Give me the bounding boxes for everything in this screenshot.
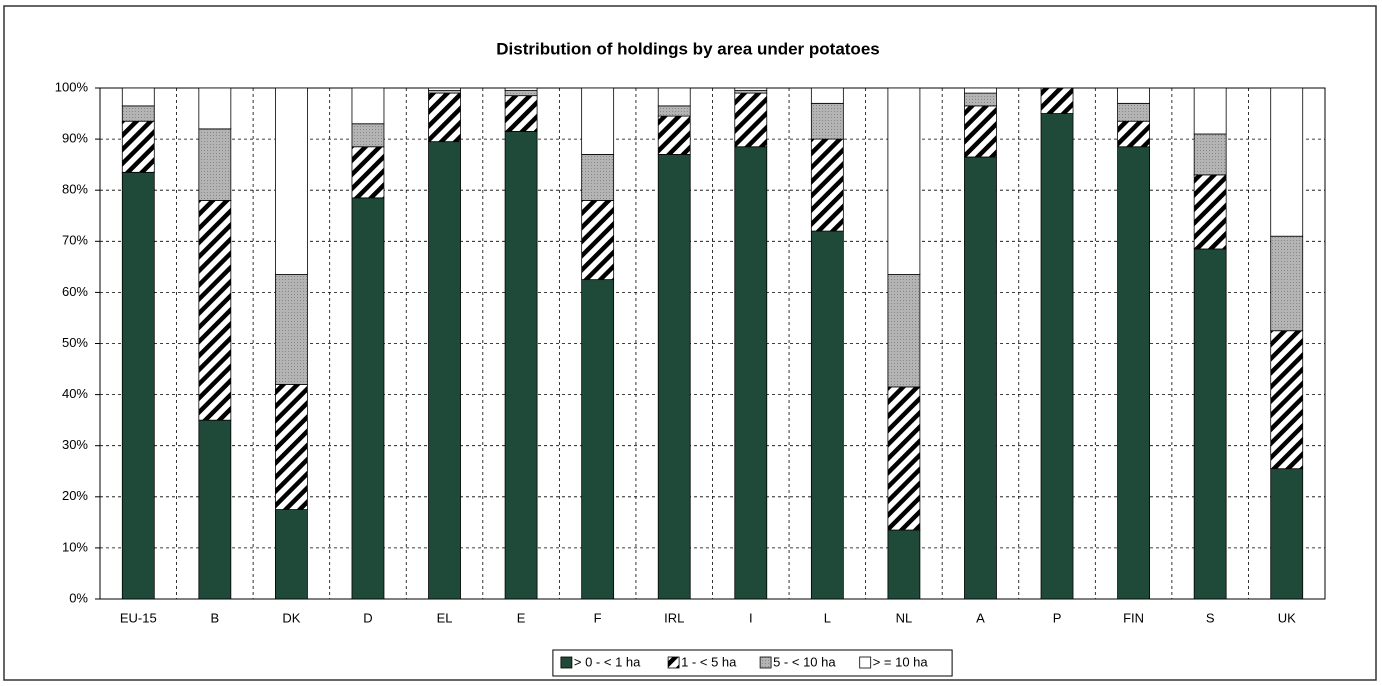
bar-segment <box>121 87 155 107</box>
bar-segment <box>1117 102 1150 122</box>
bar-segment <box>351 87 385 125</box>
bar-segment <box>734 92 768 148</box>
bar-segment <box>275 87 308 275</box>
bar-segment <box>275 509 308 600</box>
bar-segment <box>1117 146 1150 600</box>
bar-segment <box>275 274 308 385</box>
bar-segment <box>351 197 385 600</box>
x-tick-label: F <box>594 610 602 625</box>
bar-segment <box>810 87 844 104</box>
bar-segment <box>1270 235 1304 332</box>
bar-segment <box>1193 87 1227 135</box>
x-tick-label: B <box>211 610 220 625</box>
legend-label: > = 10 ha <box>873 654 929 669</box>
bar-segment <box>734 87 768 91</box>
x-tick-label: NL <box>896 610 913 625</box>
bar-segment <box>198 128 232 201</box>
bar-segment <box>1193 248 1227 600</box>
bar-segment <box>428 92 461 143</box>
bar-segment <box>504 131 538 600</box>
bar-segment <box>887 87 921 275</box>
y-tick-label: 60% <box>62 284 88 299</box>
bar-segment <box>887 386 921 531</box>
bar-segment <box>198 419 232 600</box>
bar-segment <box>581 200 615 281</box>
y-tick-label: 100% <box>55 79 89 94</box>
bar-segment <box>1040 113 1074 600</box>
x-tick-label: A <box>976 610 985 625</box>
legend-swatch <box>560 656 573 669</box>
x-tick-label: S <box>1206 610 1215 625</box>
bar-segment <box>1193 133 1227 176</box>
legend-swatch <box>859 656 872 669</box>
legend-swatch <box>667 656 680 669</box>
x-tick-label: EL <box>437 610 453 625</box>
bar-segment <box>964 87 997 94</box>
legend-label: > 0 - < 1 ha <box>574 654 641 669</box>
bar-segment <box>964 105 997 158</box>
x-tick-label: DK <box>282 610 300 625</box>
bar-segment <box>887 274 921 388</box>
bar-segment <box>657 105 691 117</box>
bar-segment <box>887 529 921 600</box>
y-tick-label: 90% <box>62 131 88 146</box>
bar-segment <box>581 87 615 155</box>
bar-segment <box>351 123 385 148</box>
bar-segment <box>428 141 461 600</box>
bar-segment <box>121 105 155 122</box>
y-tick-label: 0% <box>69 590 88 605</box>
bar-segment <box>504 95 538 132</box>
bar-segment <box>121 171 155 600</box>
bar-segment <box>810 138 844 232</box>
bar-segment <box>1193 174 1227 250</box>
x-tick-label: I <box>749 610 753 625</box>
x-tick-label: FIN <box>1123 610 1144 625</box>
legend-box <box>552 649 953 677</box>
y-tick-label: 10% <box>62 539 88 554</box>
y-tick-label: 40% <box>62 386 88 401</box>
bar-segment <box>581 279 615 600</box>
bar-segment <box>810 230 844 600</box>
bar-segment <box>657 154 691 600</box>
bar-segment <box>657 87 691 107</box>
legend-label: 1 - < 5 ha <box>681 654 737 669</box>
bar-segment <box>1117 87 1150 104</box>
bar-segment <box>351 146 385 199</box>
y-tick-label: 70% <box>62 233 88 248</box>
legend-swatch <box>759 656 772 669</box>
legend-label: 5 - < 10 ha <box>773 654 836 669</box>
bar-segment <box>581 154 615 201</box>
bar-segment <box>504 87 538 91</box>
x-tick-label: D <box>363 610 372 625</box>
bar-segment <box>1117 120 1150 148</box>
bar-segment <box>428 87 461 91</box>
x-tick-label: E <box>517 610 526 625</box>
x-tick-label: UK <box>1278 610 1296 625</box>
y-tick-label: 50% <box>62 335 88 350</box>
bar-segment <box>121 120 155 173</box>
x-tick-label: P <box>1053 610 1062 625</box>
bar-segment <box>1270 330 1304 470</box>
bar-segment <box>1040 87 1074 114</box>
x-tick-label: IRL <box>664 610 684 625</box>
chart-title: Distribution of holdings by area under p… <box>496 39 879 58</box>
bar-segment <box>964 92 997 107</box>
x-tick-label: L <box>824 610 831 625</box>
bar-segment <box>1270 87 1304 237</box>
bar-segment <box>275 383 308 510</box>
bar-segment <box>198 200 232 421</box>
bar-segment <box>504 90 538 97</box>
x-tick-label: EU-15 <box>120 610 157 625</box>
bar-segment <box>1270 468 1304 600</box>
bar-segment <box>734 146 768 600</box>
y-tick-label: 80% <box>62 182 88 197</box>
bar-segment <box>198 87 232 130</box>
bar-segment <box>657 115 691 155</box>
bar-segment <box>964 156 997 600</box>
y-tick-label: 30% <box>62 437 88 452</box>
y-tick-label: 20% <box>62 488 88 503</box>
bar-segment <box>810 102 844 140</box>
